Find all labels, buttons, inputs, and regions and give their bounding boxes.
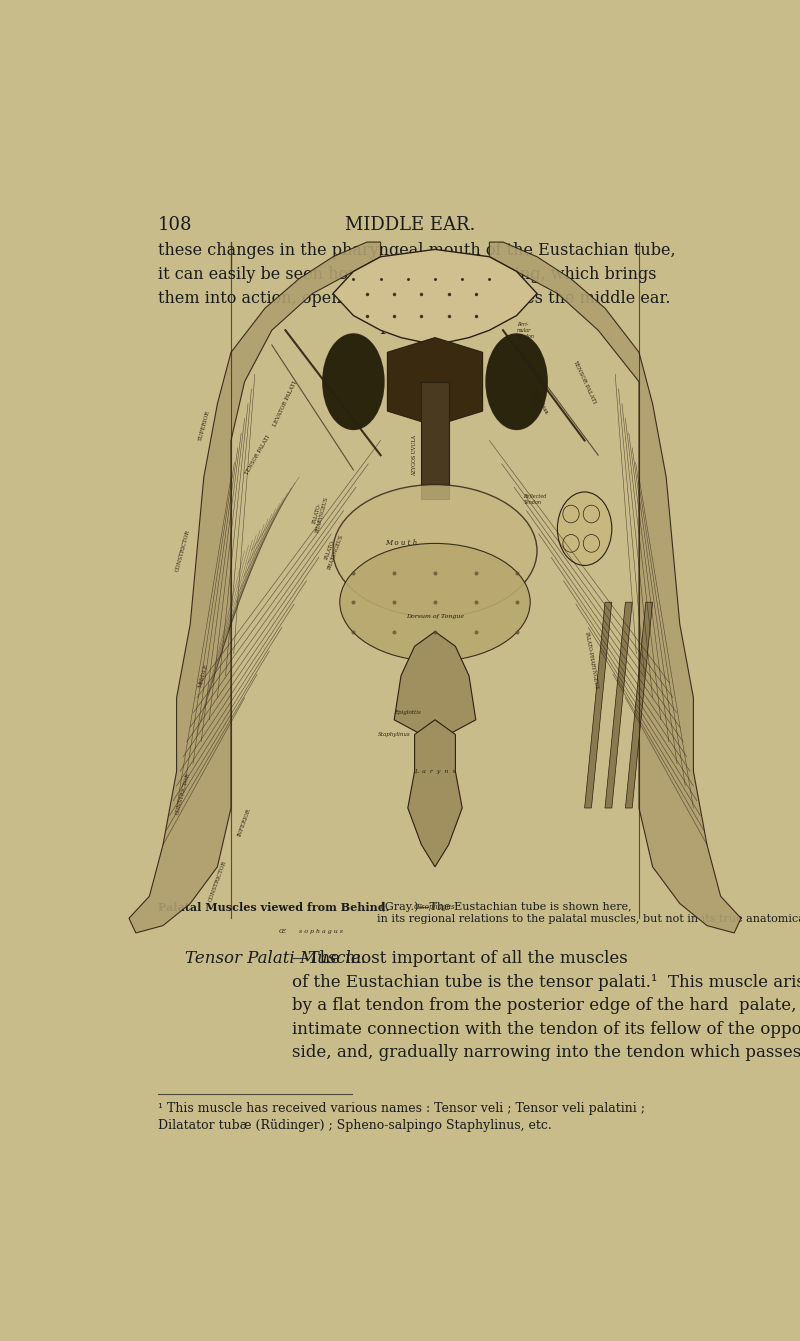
Text: Fig. 26.: Fig. 26. <box>381 323 439 337</box>
Text: Staphylinus: Staphylinus <box>378 732 410 738</box>
Text: Epiglottis: Epiglottis <box>394 709 422 715</box>
Text: MIDDLE: MIDDLE <box>198 662 210 688</box>
Text: M o u t h: M o u t h <box>385 539 417 547</box>
Text: INFERIOR: INFERIOR <box>237 807 252 838</box>
Bar <box>174 330 701 896</box>
Text: Reflected
Tendon: Reflected Tendon <box>523 493 546 504</box>
Ellipse shape <box>340 543 530 661</box>
Text: PALATO-
PHARYNGEUS: PALATO- PHARYNGEUS <box>310 495 330 534</box>
Text: MIDDLE EAR.: MIDDLE EAR. <box>345 216 475 235</box>
Text: —The most important of all the muscles
of the Eustachian tube is the tensor pala: —The most important of all the muscles o… <box>292 951 800 1061</box>
Polygon shape <box>129 241 381 933</box>
Text: Dorsum of Tongue: Dorsum of Tongue <box>406 614 464 620</box>
Polygon shape <box>605 602 632 809</box>
Polygon shape <box>490 241 741 933</box>
Text: Tensor Palati Muscle.: Tensor Palati Muscle. <box>186 951 366 967</box>
Bar <box>422 382 449 499</box>
Text: Œ: Œ <box>278 929 286 933</box>
Text: ¹ This muscle has received various names : Tensor veli ; Tensor veli palatini ;
: ¹ This muscle has received various names… <box>158 1102 645 1132</box>
Polygon shape <box>408 720 462 866</box>
Text: Œsophagus: Œsophagus <box>414 902 456 911</box>
Ellipse shape <box>558 492 612 566</box>
Text: s o p h a g u s: s o p h a g u s <box>299 929 343 933</box>
Text: PALATO-
PHARYNGEUS: PALATO- PHARYNGEUS <box>322 531 345 570</box>
Text: Eustachian
Tube: Eustachian Tube <box>526 389 549 418</box>
Text: LEVATOR PALATI: LEVATOR PALATI <box>273 380 298 428</box>
Text: CONSTRICTOR: CONSTRICTOR <box>208 861 227 902</box>
Polygon shape <box>333 249 537 345</box>
Text: these changes in the pharyngeal mouth of the Eustachian tube,
it can easily be s: these changes in the pharyngeal mouth of… <box>158 241 676 307</box>
Text: (Gray.)—The Eustachian tube is shown here,
in its regional relations to the pala: (Gray.)—The Eustachian tube is shown her… <box>377 901 800 924</box>
Ellipse shape <box>333 484 537 617</box>
Text: L  a  r  y  n  x: L a r y n x <box>414 768 456 774</box>
Ellipse shape <box>322 334 384 429</box>
Text: Peri-
mular
Tendon: Peri- mular Tendon <box>517 322 534 338</box>
Polygon shape <box>394 632 476 750</box>
Ellipse shape <box>486 334 547 429</box>
Text: CONSTRICTOR: CONSTRICTOR <box>175 530 191 573</box>
Polygon shape <box>626 602 653 809</box>
Text: TENSOR PALATI: TENSOR PALATI <box>572 359 597 404</box>
Text: SUPERIOR: SUPERIOR <box>198 410 210 441</box>
Polygon shape <box>585 602 612 809</box>
Polygon shape <box>387 338 482 426</box>
Text: Palatal Muscles viewed from Behind.: Palatal Muscles viewed from Behind. <box>158 901 390 913</box>
Text: AZYGOS UVULA: AZYGOS UVULA <box>412 434 417 476</box>
Text: TENSOR PALATI: TENSOR PALATI <box>245 434 271 476</box>
Text: CONSTRICTOR: CONSTRICTOR <box>175 771 191 815</box>
Text: 108: 108 <box>158 216 193 235</box>
Text: PALATO-PHARYNGEUS: PALATO-PHARYNGEUS <box>584 632 599 691</box>
